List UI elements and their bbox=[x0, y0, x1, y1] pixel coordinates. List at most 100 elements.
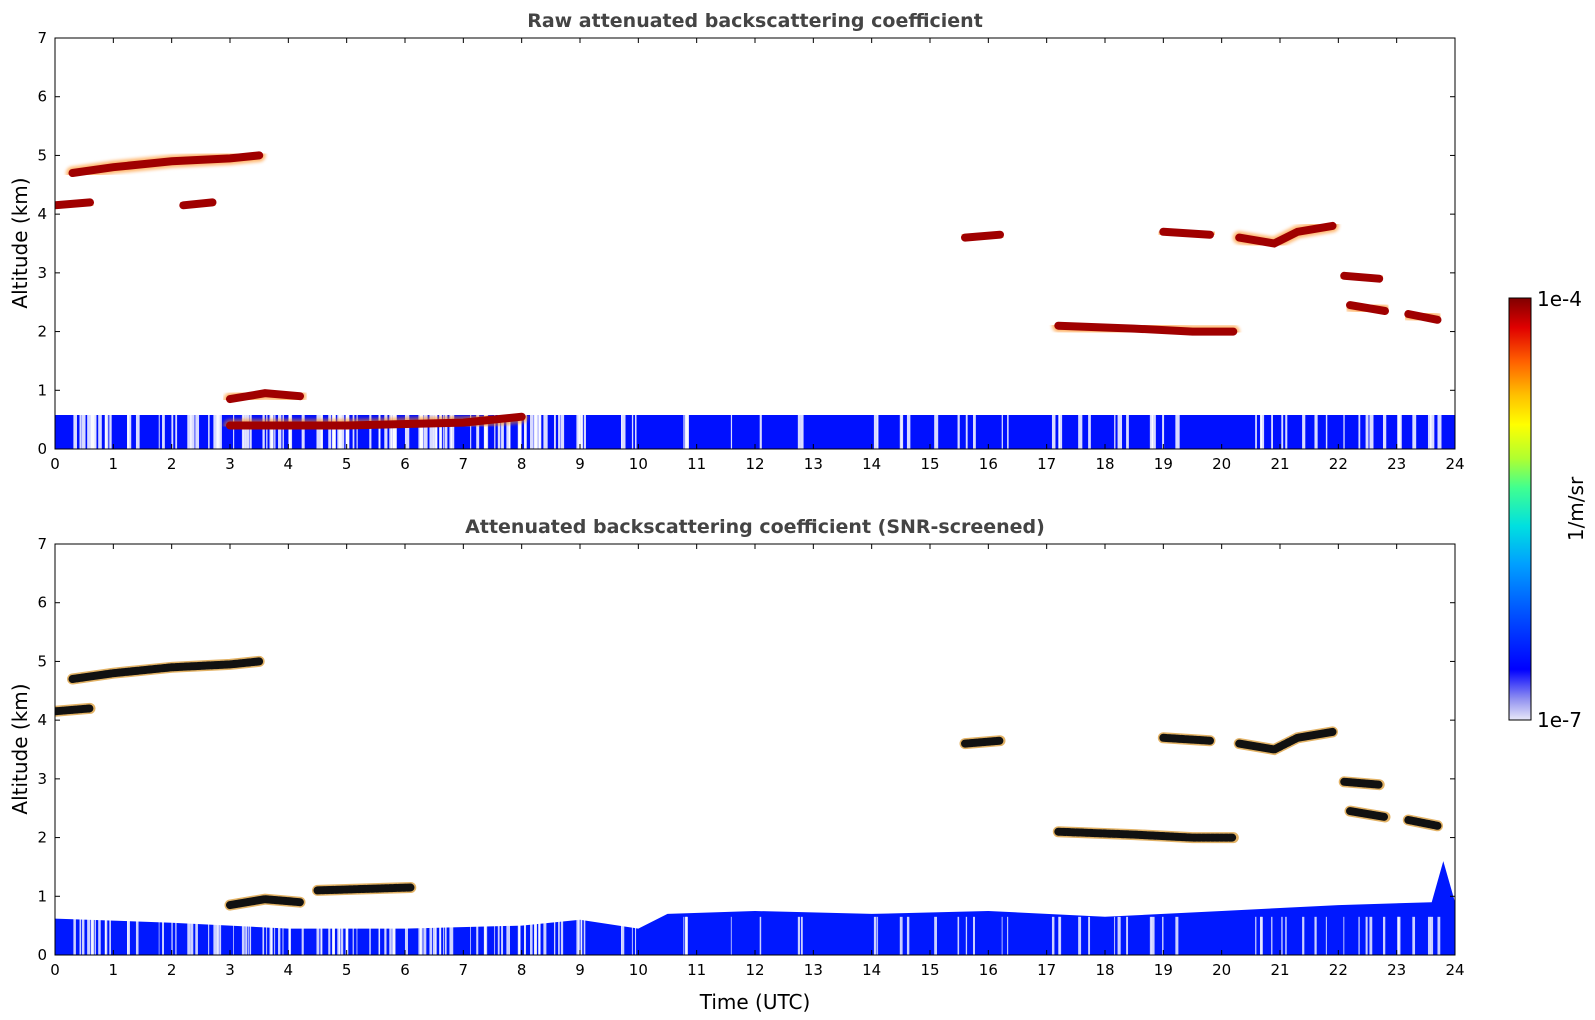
data-gap bbox=[404, 916, 408, 955]
backscatter-layer bbox=[1404, 816, 1442, 830]
raw-y-axis-label: Altitude (km) bbox=[8, 177, 32, 308]
data-gap bbox=[243, 916, 245, 955]
x-tick-label: 0 bbox=[50, 961, 60, 979]
data-gap bbox=[497, 916, 500, 955]
y-tick-label: 0 bbox=[37, 440, 47, 458]
data-gap bbox=[404, 38, 410, 449]
backscatter-layer bbox=[179, 198, 217, 210]
screened-panel-title: Attenuated backscattering coefficient (S… bbox=[465, 516, 1045, 538]
data-gap bbox=[877, 916, 879, 955]
data-gap bbox=[470, 916, 471, 955]
data-gap bbox=[127, 38, 130, 449]
data-gap bbox=[79, 38, 82, 449]
data-gap bbox=[1001, 38, 1003, 449]
backscatter-layer bbox=[68, 657, 264, 683]
backscatter-layer bbox=[1340, 777, 1384, 789]
data-gap bbox=[274, 916, 276, 955]
x-tick-label: 4 bbox=[284, 455, 294, 473]
data-gap bbox=[345, 38, 350, 449]
x-tick-label: 14 bbox=[862, 455, 881, 473]
data-gap bbox=[278, 916, 281, 955]
x-tick-label: 22 bbox=[1329, 961, 1348, 979]
data-gap bbox=[288, 916, 291, 955]
data-gap bbox=[494, 916, 496, 955]
data-gap bbox=[484, 916, 488, 955]
data-gap bbox=[553, 38, 556, 449]
data-gap bbox=[1114, 38, 1116, 449]
data-gap bbox=[1358, 38, 1361, 449]
data-gap bbox=[190, 38, 195, 449]
data-gap bbox=[965, 916, 968, 955]
data-gap bbox=[1369, 38, 1374, 449]
colorbar-min-label: 1e-7 bbox=[1537, 708, 1582, 732]
x-tick-label: 13 bbox=[804, 961, 823, 979]
data-gap bbox=[162, 916, 164, 955]
data-gap bbox=[418, 38, 423, 449]
data-gap bbox=[877, 38, 879, 449]
data-gap bbox=[262, 38, 265, 449]
data-gap bbox=[730, 38, 733, 449]
data-gap bbox=[432, 38, 438, 449]
data-gap bbox=[1427, 38, 1432, 449]
data-gap bbox=[1058, 38, 1063, 449]
backscatter-layer bbox=[1159, 227, 1214, 239]
backscatter-layer bbox=[226, 895, 304, 910]
data-gap bbox=[1007, 38, 1009, 449]
data-gap bbox=[539, 38, 541, 449]
x-tick-label: 20 bbox=[1212, 455, 1231, 473]
data-gap bbox=[423, 38, 428, 449]
data-gap bbox=[1369, 916, 1373, 955]
x-tick-label: 10 bbox=[629, 455, 648, 473]
data-gap bbox=[1271, 916, 1273, 955]
data-gap bbox=[440, 38, 442, 449]
colorbar: 1e-4 1e-7 1/m/sr bbox=[1508, 287, 1588, 732]
x-tick-label: 17 bbox=[1037, 961, 1056, 979]
data-gap bbox=[621, 38, 626, 449]
x-tick-label: 7 bbox=[459, 961, 469, 979]
data-gap bbox=[390, 916, 392, 955]
data-gap bbox=[1365, 916, 1368, 955]
x-tick-label: 2 bbox=[167, 455, 177, 473]
data-gap bbox=[301, 916, 304, 955]
data-gap bbox=[241, 38, 244, 449]
x-tick-label: 14 bbox=[862, 961, 881, 979]
data-gap bbox=[1430, 916, 1434, 955]
x-tick-label: 5 bbox=[342, 961, 352, 979]
data-gap bbox=[901, 916, 903, 955]
data-gap bbox=[333, 916, 335, 955]
data-gap bbox=[266, 38, 268, 449]
data-gap bbox=[1117, 38, 1123, 449]
x-tick-label: 0 bbox=[50, 455, 60, 473]
y-tick-label: 4 bbox=[37, 205, 47, 223]
data-gap bbox=[470, 38, 472, 449]
data-gap bbox=[356, 38, 358, 449]
data-gap bbox=[175, 916, 177, 955]
data-gap bbox=[684, 38, 689, 449]
screened-panel: Attenuated backscattering coefficient (S… bbox=[8, 516, 1465, 1014]
data-gap bbox=[217, 916, 220, 955]
data-gap bbox=[274, 38, 276, 449]
data-gap bbox=[266, 916, 268, 955]
data-gap bbox=[576, 38, 581, 449]
data-gap bbox=[135, 38, 140, 449]
data-gap bbox=[558, 916, 560, 955]
data-gap bbox=[494, 38, 496, 449]
data-gap bbox=[219, 916, 222, 955]
x-tick-label: 11 bbox=[687, 961, 706, 979]
data-gap bbox=[1427, 916, 1431, 955]
data-gap bbox=[631, 916, 633, 955]
data-gap bbox=[800, 38, 804, 449]
y-tick-label: 2 bbox=[37, 323, 47, 341]
data-gap bbox=[483, 916, 486, 955]
x-axis-label: Time (UTC) bbox=[699, 990, 811, 1014]
x-tick-label: 10 bbox=[629, 961, 648, 979]
x-tick-label: 21 bbox=[1270, 961, 1289, 979]
data-gap bbox=[429, 916, 433, 955]
data-gap bbox=[1314, 916, 1317, 955]
colorbar-max-label: 1e-4 bbox=[1537, 287, 1582, 311]
data-gap bbox=[389, 916, 392, 955]
backscatter-layer bbox=[68, 151, 264, 177]
data-gap bbox=[379, 38, 381, 449]
data-gap bbox=[1117, 916, 1121, 955]
x-tick-label: 23 bbox=[1387, 961, 1406, 979]
